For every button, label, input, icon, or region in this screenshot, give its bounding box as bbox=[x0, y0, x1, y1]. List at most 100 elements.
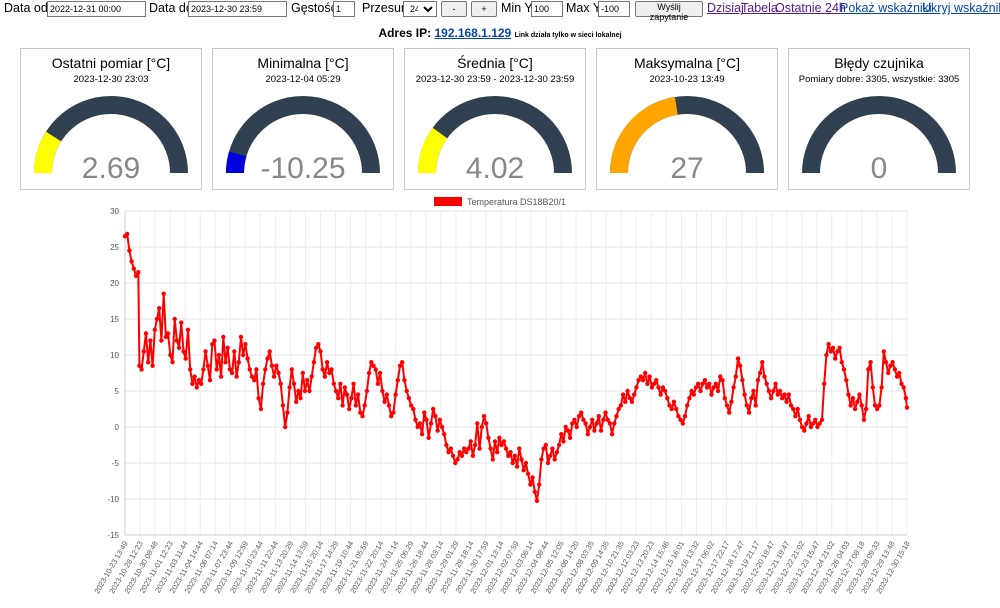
data-point bbox=[667, 403, 672, 408]
y-tick-label: 0 bbox=[115, 423, 120, 432]
data-point bbox=[289, 367, 294, 372]
filter-toolbar: Data od Data do Gęstość Przesuń 24h - + … bbox=[0, 0, 1000, 22]
data-point bbox=[395, 378, 400, 383]
data-point bbox=[846, 392, 851, 397]
min-y-input[interactable] bbox=[531, 1, 563, 17]
gauge-track bbox=[226, 96, 380, 174]
shift-select[interactable]: 24h bbox=[403, 1, 437, 17]
data-point bbox=[433, 414, 438, 419]
data-point bbox=[442, 432, 447, 437]
gauge-track bbox=[802, 96, 956, 174]
data-point bbox=[133, 273, 139, 278]
gauge-minimum: Minimalna [°C] 2023-12-04 05:29 -10.25 bbox=[212, 48, 394, 190]
data-point bbox=[479, 424, 484, 430]
data-point bbox=[203, 349, 208, 354]
data-point bbox=[691, 392, 696, 397]
data-point bbox=[729, 399, 734, 404]
data-point bbox=[227, 367, 233, 372]
submit-query-button[interactable]: Wyślij zapytanie bbox=[635, 1, 703, 22]
gauge-title: Błędy czujnika bbox=[834, 55, 924, 71]
shift-back-button[interactable]: - bbox=[441, 1, 467, 17]
hide-gauges-link[interactable]: Ukryj wskaźniki bbox=[922, 1, 1000, 15]
gauge-fill bbox=[34, 131, 62, 174]
data-point bbox=[830, 345, 836, 350]
density-label: Gęstość bbox=[291, 1, 337, 15]
data-point bbox=[380, 388, 385, 394]
data-point bbox=[486, 435, 491, 440]
data-point bbox=[283, 424, 288, 430]
data-point bbox=[450, 453, 456, 458]
data-point bbox=[298, 396, 303, 401]
data-point bbox=[389, 414, 394, 419]
y-tick-label: 25 bbox=[110, 243, 119, 252]
shift-forward-button[interactable]: + bbox=[471, 1, 497, 17]
data-point bbox=[353, 403, 358, 408]
data-point bbox=[393, 392, 398, 397]
data-point bbox=[702, 378, 708, 383]
data-point bbox=[561, 439, 566, 444]
data-point bbox=[844, 378, 849, 383]
data-point bbox=[490, 457, 495, 462]
data-point bbox=[718, 374, 723, 379]
data-point bbox=[285, 410, 290, 415]
gauge-fill bbox=[418, 127, 448, 174]
show-gauges-link[interactable]: Pokaż wskaźniki bbox=[840, 1, 932, 15]
data-point bbox=[773, 381, 778, 386]
data-point bbox=[252, 378, 257, 383]
y-tick-label: -5 bbox=[112, 459, 120, 468]
data-point bbox=[755, 378, 761, 383]
data-point bbox=[868, 360, 873, 365]
data-point bbox=[656, 385, 661, 390]
data-point bbox=[541, 446, 546, 451]
data-point bbox=[192, 374, 197, 379]
date-from-input[interactable] bbox=[47, 1, 146, 17]
table-link[interactable]: Tabela bbox=[741, 1, 778, 15]
data-point bbox=[269, 363, 275, 368]
data-point bbox=[539, 457, 544, 462]
data-point bbox=[309, 374, 314, 379]
data-point bbox=[899, 381, 904, 386]
data-point bbox=[459, 453, 465, 458]
max-y-input[interactable] bbox=[598, 1, 630, 17]
gauge-subtitle: Pomiary dobre: 3305, wszystkie: 3305 bbox=[798, 74, 960, 85]
data-point bbox=[497, 435, 502, 440]
data-point bbox=[894, 374, 900, 379]
data-point bbox=[512, 453, 518, 458]
ip-label: Adres IP: bbox=[378, 26, 432, 40]
data-point bbox=[545, 460, 551, 466]
data-point bbox=[382, 399, 387, 404]
data-point bbox=[629, 399, 635, 404]
data-point bbox=[406, 396, 412, 401]
data-point bbox=[457, 450, 462, 455]
ip-address-link[interactable]: 192.168.1.129 bbox=[434, 26, 512, 40]
data-point bbox=[810, 421, 816, 426]
gauge-subtitle: 2023-12-30 23:59 - 2023-12-30 23:59 bbox=[415, 74, 575, 85]
gauge-subtitle: 2023-12-04 05:29 bbox=[265, 74, 341, 85]
data-point bbox=[784, 399, 789, 404]
data-point bbox=[839, 360, 844, 365]
data-point bbox=[152, 327, 157, 332]
data-point bbox=[320, 367, 325, 372]
gauge-arc bbox=[226, 96, 380, 174]
density-input[interactable] bbox=[333, 1, 355, 17]
data-point bbox=[556, 442, 562, 448]
data-point bbox=[243, 342, 248, 347]
data-point bbox=[766, 388, 772, 394]
date-to-input[interactable] bbox=[188, 1, 287, 17]
data-point bbox=[241, 352, 246, 358]
data-point bbox=[625, 388, 630, 394]
data-point bbox=[488, 446, 493, 451]
data-point bbox=[727, 410, 732, 415]
data-point bbox=[131, 266, 136, 271]
data-point bbox=[740, 378, 745, 383]
data-point bbox=[426, 435, 431, 440]
data-point bbox=[711, 385, 716, 390]
data-point bbox=[150, 363, 155, 368]
gauge-subtitle: 2023-12-30 23:03 bbox=[73, 74, 149, 85]
data-point bbox=[797, 417, 803, 422]
data-point bbox=[570, 421, 575, 426]
today-link[interactable]: Dzisiaj bbox=[707, 1, 744, 15]
data-point bbox=[492, 439, 498, 444]
data-point bbox=[771, 388, 776, 394]
last-24h-link[interactable]: Ostatnie 24h bbox=[775, 1, 846, 15]
